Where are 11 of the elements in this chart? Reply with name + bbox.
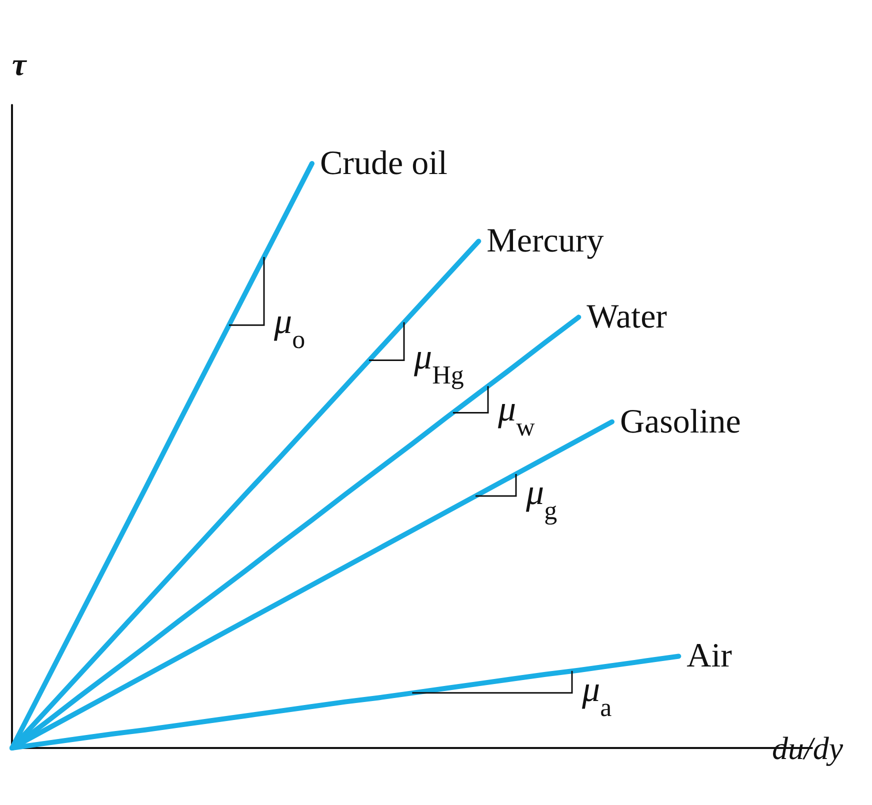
series-label: Air — [686, 638, 733, 675]
series-label: Gasoline — [620, 403, 741, 440]
annotation: μ$_{a}$ — [581, 668, 612, 722]
annotation: μ$_{o}$ — [273, 301, 306, 354]
annotation: μ$_{Hg}$ — [413, 336, 464, 389]
series-label: Crude oil — [320, 144, 448, 182]
annotation: μ$_{g}$ — [525, 472, 558, 525]
annotation: μ$_{w}$ — [497, 388, 536, 442]
series-label: Water — [586, 298, 668, 336]
series-label: Mercury — [486, 222, 604, 260]
y-axis-title: τ — [12, 46, 28, 82]
